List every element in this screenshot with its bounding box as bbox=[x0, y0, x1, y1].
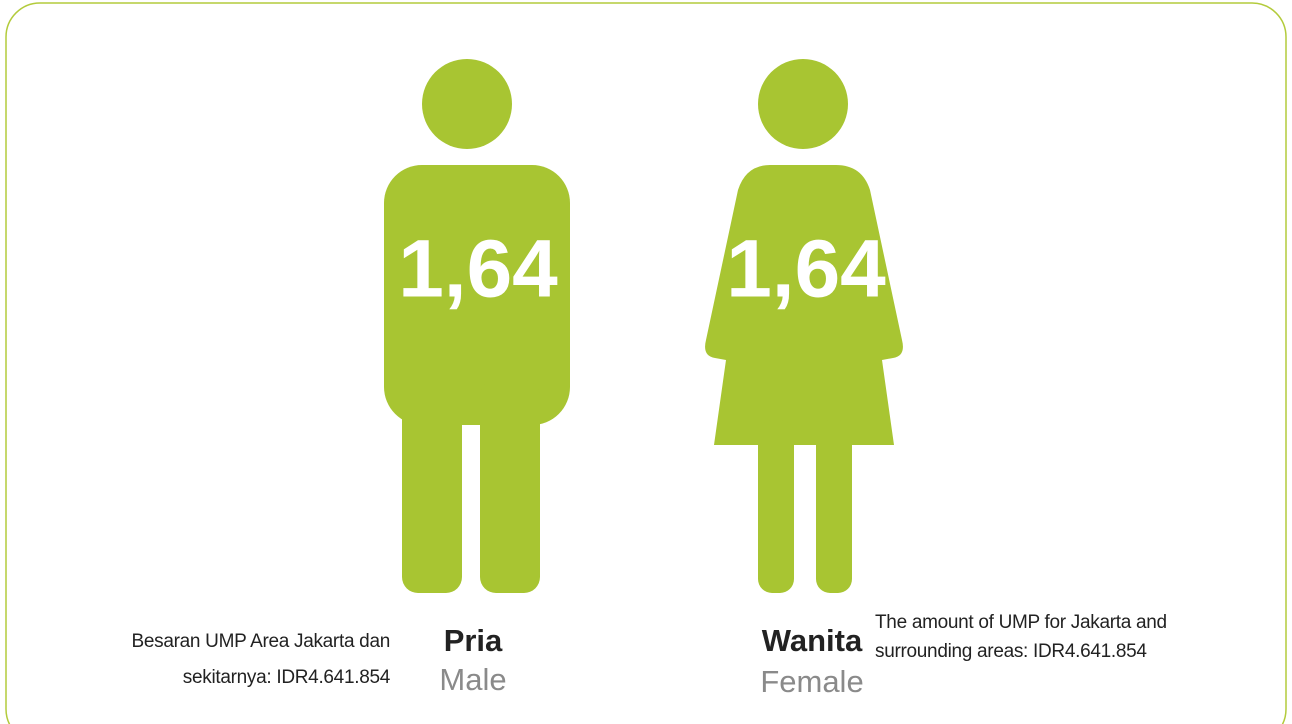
male-figure bbox=[384, 59, 570, 593]
female-head bbox=[758, 59, 848, 149]
note-line: sekitarnya: IDR4.641.854 bbox=[183, 667, 391, 688]
note-line: The amount of UMP for Jakarta and bbox=[875, 612, 1167, 633]
female-figure bbox=[705, 59, 903, 593]
male-leg bbox=[402, 380, 462, 593]
male-value: 1,64 bbox=[398, 224, 558, 315]
male-head bbox=[422, 59, 512, 149]
male-torso bbox=[384, 165, 570, 425]
note-line: Besaran UMP Area Jakarta dan bbox=[132, 631, 390, 652]
female-label: Wanita bbox=[762, 623, 863, 658]
note-line: surrounding areas: IDR4.641.854 bbox=[875, 641, 1147, 662]
female-sublabel: Female bbox=[760, 664, 863, 699]
female-value: 1,64 bbox=[726, 224, 886, 315]
female-leg bbox=[758, 420, 794, 593]
female-leg bbox=[816, 420, 852, 593]
male-label: Pria bbox=[444, 623, 503, 658]
frame bbox=[5, 2, 1287, 724]
male-sublabel: Male bbox=[439, 662, 506, 697]
female-dress bbox=[705, 165, 903, 445]
male-leg bbox=[480, 380, 540, 593]
